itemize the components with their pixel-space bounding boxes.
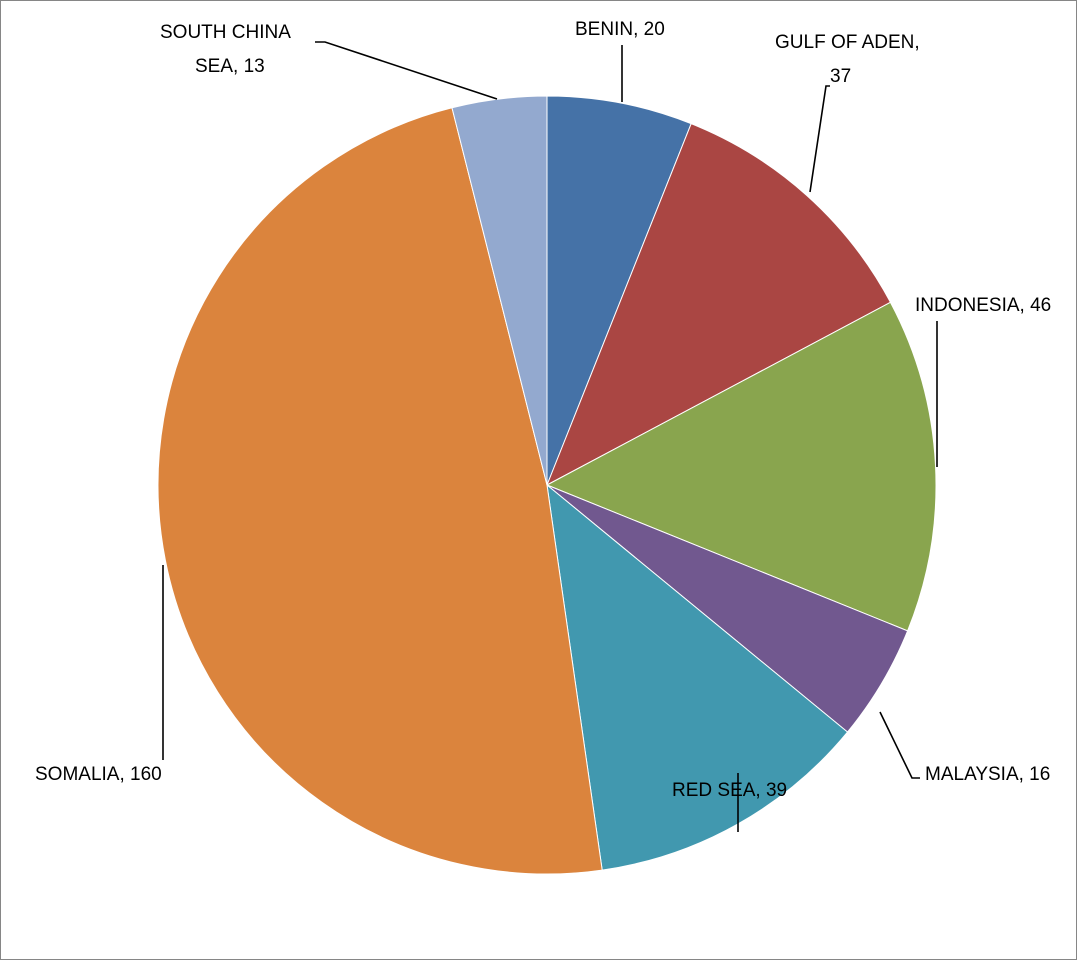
slice-indonesia (545, 301, 937, 632)
leader-lines (162, 41, 938, 832)
data-label-gulf-of-aden-line-1: GULF OF ADEN, (775, 32, 920, 53)
data-label-benin: BENIN, 20 (575, 19, 665, 40)
leader-line-south-china-sea (315, 41, 498, 100)
data-label-malaysia: MALAYSIA, 16 (925, 764, 1050, 785)
data-labels: BENIN, 20 GULF OF ADEN, 37 INDONESIA, 46 MAL… (35, 19, 1051, 801)
data-label-south-china-sea-line-2: SEA, 13 (195, 56, 265, 77)
data-label-red-sea: RED SEA, 39 (672, 780, 787, 801)
slice-south-china-sea (451, 95, 548, 486)
slice-somalia (157, 107, 603, 875)
data-label-south-china-sea-line-1: SOUTH CHINA (160, 22, 291, 43)
data-label-indonesia: INDONESIA, 46 (915, 295, 1051, 316)
pie-slices (157, 95, 937, 875)
leader-line-malaysia (879, 711, 920, 779)
slice-benin (546, 95, 692, 486)
data-label-somalia: SOMALIA, 160 (35, 764, 162, 785)
data-label-gulf-of-aden-line-2: 37 (830, 66, 851, 87)
slice-gulf-of-aden (546, 123, 892, 487)
leader-line-gulf-of-aden (809, 85, 830, 193)
